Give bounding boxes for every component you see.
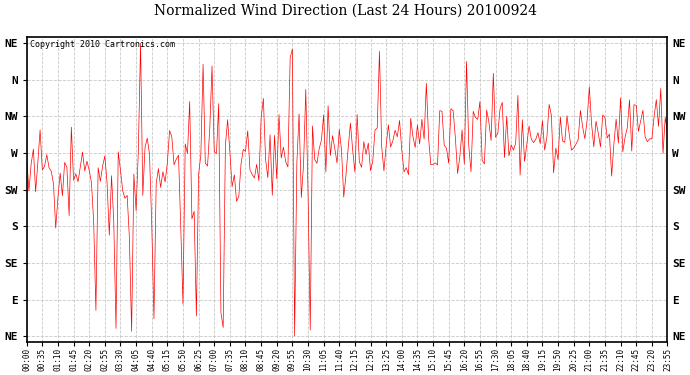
Text: Normalized Wind Direction (Last 24 Hours) 20100924: Normalized Wind Direction (Last 24 Hours… [153, 4, 537, 18]
Text: Copyright 2010 Cartronics.com: Copyright 2010 Cartronics.com [30, 40, 175, 50]
